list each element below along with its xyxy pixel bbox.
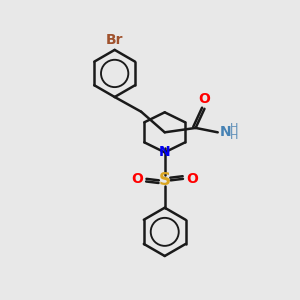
Text: N: N — [159, 146, 170, 159]
Text: O: O — [186, 172, 198, 186]
Text: O: O — [132, 172, 143, 186]
Text: O: O — [199, 92, 210, 106]
Text: S: S — [159, 171, 171, 189]
Text: H: H — [230, 131, 238, 142]
Text: Br: Br — [106, 33, 123, 47]
Text: N: N — [220, 125, 231, 139]
Text: H: H — [230, 123, 238, 133]
